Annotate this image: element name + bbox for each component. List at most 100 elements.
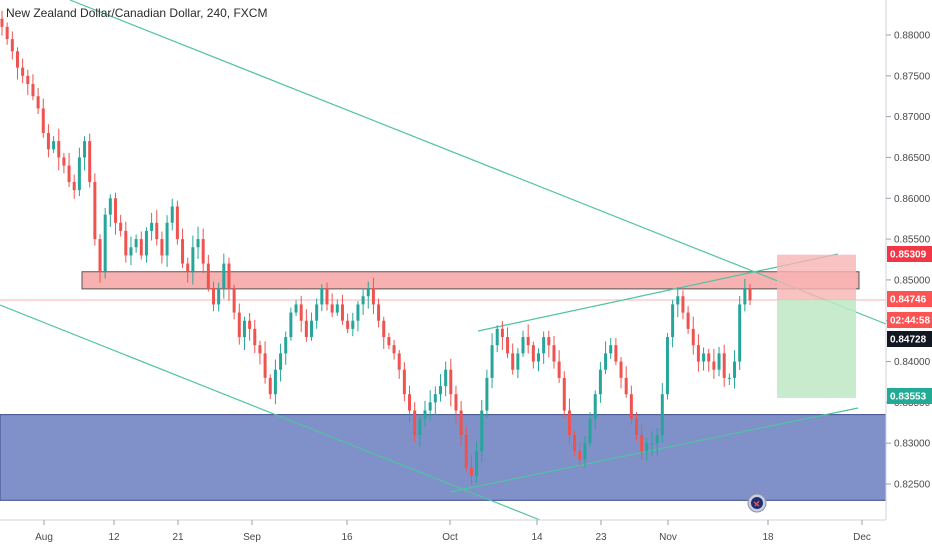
candle-body — [284, 337, 288, 354]
x-tick-label: 16 — [341, 532, 353, 543]
candle-body — [444, 369, 448, 387]
candle-body — [495, 328, 499, 346]
candle-body — [567, 410, 571, 436]
candle-body — [609, 345, 613, 354]
x-tick-label: 21 — [172, 532, 184, 543]
candle-body — [686, 312, 690, 329]
candle-body — [382, 320, 386, 338]
candle-body — [650, 443, 654, 445]
trendline — [69, 0, 887, 325]
candle-body — [696, 345, 700, 362]
candle-body — [485, 377, 489, 411]
candle-body — [733, 361, 737, 378]
candle-body — [660, 394, 664, 436]
y-tick-label: 0.87000 — [894, 112, 931, 123]
price-badge-label: 02:44:58 — [890, 316, 930, 327]
candle-body — [438, 386, 442, 395]
candle-body — [593, 394, 597, 419]
candle-body — [108, 198, 112, 215]
candle-body — [676, 296, 680, 305]
candle-body — [547, 337, 551, 346]
candle-body — [722, 353, 726, 378]
candle-body — [299, 304, 303, 321]
support-zone — [0, 414, 887, 501]
zones — [0, 271, 887, 501]
candle-body — [134, 239, 138, 248]
candle-body — [57, 141, 61, 158]
candle-body — [320, 288, 324, 305]
candle-body — [727, 377, 731, 379]
candle-body — [702, 353, 706, 362]
candle-body — [253, 328, 257, 346]
y-tick-label: 0.86500 — [894, 153, 931, 164]
candle-body — [222, 263, 226, 289]
candle-body — [72, 181, 76, 191]
candle-body — [263, 353, 267, 378]
candle-body — [289, 312, 293, 338]
x-tick-label: 14 — [531, 532, 543, 543]
candle-body — [526, 337, 530, 346]
candle-body — [598, 369, 602, 395]
x-tick-label: Sep — [243, 532, 261, 543]
candle-body — [26, 75, 30, 84]
candle-body — [428, 402, 432, 411]
flag-icon[interactable] — [747, 493, 767, 513]
x-tick-label: 12 — [108, 532, 120, 543]
candle-body — [464, 435, 468, 468]
price-badge — [887, 312, 932, 328]
candle-body — [655, 435, 659, 444]
candle-body — [201, 239, 205, 264]
candle-body — [113, 198, 117, 223]
candle-body — [165, 222, 169, 256]
candle-body — [712, 361, 716, 370]
candle-body — [10, 39, 14, 52]
candle-body — [511, 353, 515, 370]
candle-body — [624, 377, 628, 395]
candle-body — [191, 247, 195, 272]
candle-body — [186, 263, 190, 272]
candle-body — [310, 320, 314, 338]
position-tool[interactable] — [777, 254, 856, 399]
x-tick-label: Nov — [659, 532, 677, 543]
candle-body — [62, 157, 66, 166]
candle-body — [717, 353, 721, 370]
candle-body — [423, 410, 427, 419]
candle-body — [629, 394, 633, 419]
candle-body — [366, 288, 370, 297]
candle-body — [268, 377, 272, 395]
x-tick-label: Aug — [35, 532, 53, 543]
candle-body — [500, 328, 504, 338]
y-tick-label: 0.84000 — [894, 357, 931, 368]
candle-body — [160, 239, 164, 256]
price-badge-label: 0.85309 — [890, 250, 927, 261]
candle-body — [573, 435, 577, 452]
candle-body — [562, 377, 566, 411]
candle-body — [454, 394, 458, 411]
candle-body — [175, 206, 179, 240]
candle-body — [144, 230, 148, 256]
trendline — [449, 407, 859, 493]
candle-body — [645, 443, 649, 452]
candle-body — [387, 337, 391, 346]
trendline — [0, 304, 541, 521]
candle-body — [604, 353, 608, 370]
candle-body — [170, 206, 174, 223]
candle-body — [552, 345, 556, 362]
candle-body — [217, 288, 221, 305]
candle-body — [665, 337, 669, 395]
candle-body — [475, 451, 479, 476]
candle-body — [402, 369, 406, 395]
candle-body — [315, 304, 319, 321]
candle-body — [418, 418, 422, 436]
candle-body — [242, 320, 246, 338]
candle-body — [77, 157, 81, 191]
candle-body — [31, 83, 35, 97]
candle-body — [52, 141, 56, 150]
y-tick-label: 0.82500 — [894, 480, 931, 491]
candle-body — [356, 304, 360, 321]
candle-body — [361, 296, 365, 305]
resistance-zone — [81, 271, 860, 290]
candle-body — [88, 141, 92, 182]
candle-body — [583, 443, 587, 460]
